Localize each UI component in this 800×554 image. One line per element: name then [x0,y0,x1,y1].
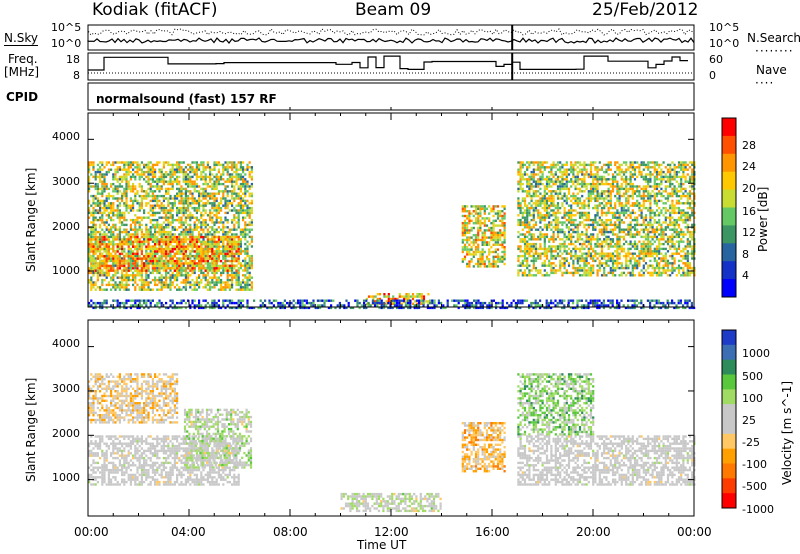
velocity-colorbar [721,329,737,509]
noise-and-frequency-strips [87,24,695,111]
echo-region-4 [517,373,595,436]
power-ytick-4000: 4000 [52,130,80,143]
echo-region-1 [88,373,179,424]
noise-tick-bottom-right: 10^0 [709,37,740,50]
xlabel: Time UT [357,538,407,552]
vel-cb-tick-1000: 1000 [742,347,770,360]
xtick-2400: 00:00 [677,525,712,539]
power-ylabel: Slant Range [km] [24,167,38,272]
velocity-ytick-4000: 4000 [52,337,80,350]
vel-cb-tick-100: 100 [742,392,763,405]
radar-title: Kodiak (fitACF) [92,0,218,20]
echo-region-2 [183,408,253,469]
velocity-axes-frame [87,319,695,517]
noise-tick-top-left: 10^5 [51,21,82,34]
power-ytick-2000: 2000 [52,220,80,233]
velocity-panel [88,373,696,513]
nsky-trace [87,37,695,44]
vel-cb-tick-500: 500 [742,370,763,383]
power-panel [88,161,696,310]
cpid-label: CPID [6,90,39,104]
strip-frame [87,52,695,81]
nsky-underline [4,45,38,46]
vel-cb-tick-minus1000: -1000 [742,503,774,516]
power-cb-tick-20: 20 [742,182,756,195]
power-cb-tick-4: 4 [742,269,749,282]
xtick-2000: 20:00 [576,525,611,539]
vel-cb-tick-minus500: -500 [742,480,767,493]
freq-label-2: [MHz] [4,65,40,79]
nsearch-legend: ········ [755,44,794,58]
echo-region-1 [88,235,240,272]
nave-tick-bottom: 0 [709,69,716,82]
axes-frames [87,107,737,517]
velocity-ytick-3000: 3000 [52,382,80,395]
beam-title: Beam 09 [355,0,432,20]
power-cb-tick-24: 24 [742,160,756,173]
power-cb-tick-28: 28 [742,139,756,152]
echo-region-0 [88,161,253,291]
freq-tick-top: 18 [66,53,80,66]
strip-frame [87,82,695,111]
velocity-ylabel: Slant Range [km] [24,377,38,482]
echo-region-2 [461,205,506,268]
power-cb-tick-12: 12 [742,226,756,239]
nave-label: Nave [756,63,787,77]
power-colorbar [721,117,737,298]
power-cb-tick-16: 16 [742,205,756,218]
noise-tick-bottom-left: 10^0 [51,37,82,50]
nsky-label: N.Sky [4,31,39,45]
velocity-ytick-1000: 1000 [52,471,80,484]
echo-region-6 [340,492,442,513]
cpid-value: normalsound (fast) 157 RF [96,92,277,106]
echo-region-5 [88,299,696,310]
freq-label-1: Freq. [8,52,38,66]
power-ytick-1000: 1000 [52,264,80,277]
frequency-trace [88,55,688,71]
nsearch-label: N.Search [747,31,800,45]
echo-region-3 [517,161,696,277]
echo-region-3 [461,422,506,473]
nsearch-trace [87,28,695,36]
vel-cb-tick-minus100: -100 [742,458,767,471]
nave-tick-top: 60 [709,53,723,66]
date-title: 25/Feb/2012 [592,0,699,20]
noise-tick-top-right: 10^5 [709,21,740,34]
xtick-0000: 00:00 [74,525,109,539]
xtick-1600: 16:00 [475,525,510,539]
strip-frame [87,24,695,51]
xtick-0400: 04:00 [171,525,206,539]
xtick-0800: 08:00 [273,525,308,539]
nave-legend: ···· [755,76,775,90]
power-ytick-3000: 3000 [52,175,80,188]
vel-cb-tick-25: 25 [742,414,756,427]
velocity-colorbar-label: Velocity [m s^-1] [780,380,794,485]
xtick-1200: 12:00 [374,525,409,539]
echo-region-5 [517,435,696,486]
power-colorbar-label: Power [dB] [756,186,770,252]
vel-cb-tick-minus25: -25 [742,436,760,449]
power-cb-tick-8: 8 [742,248,749,261]
freq-tick-bottom: 8 [73,69,80,82]
velocity-ytick-2000: 2000 [52,427,80,440]
